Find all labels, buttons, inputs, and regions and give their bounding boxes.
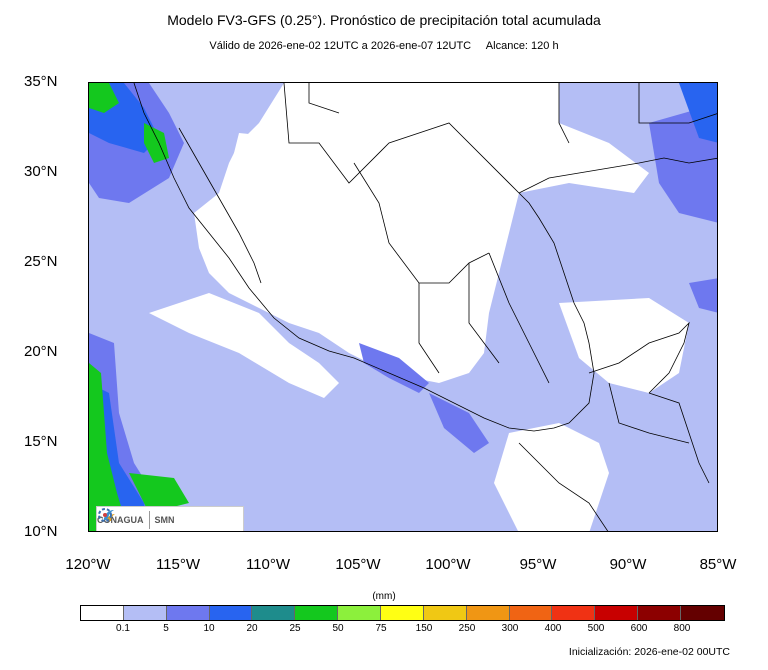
lon-label-95w: 95°W	[519, 556, 557, 573]
legend-tick-label: 500	[587, 623, 605, 634]
precip-band-10-20-gulf-east	[679, 83, 717, 143]
agency-logos: CONAGUA SMN	[96, 506, 244, 531]
legend-swatch	[466, 606, 510, 620]
precipitation-map: CONAGUA SMN	[88, 82, 718, 532]
precip-band-25-50-south	[129, 473, 189, 513]
legend-tick-label: 10	[203, 623, 215, 634]
lon-label-110w: 110°W	[245, 556, 291, 573]
coastlines-borders	[133, 83, 717, 531]
legend-tick-label: 600	[630, 623, 648, 634]
legend-swatch	[381, 606, 424, 620]
map-title: Modelo FV3-GFS (0.25°). Pronóstico de pr…	[167, 12, 601, 28]
lat-label-15n: 15°N	[24, 433, 58, 450]
legend-tick-label: 150	[415, 623, 433, 634]
legend-colorbar	[80, 605, 725, 621]
legend-swatch	[595, 606, 639, 620]
lon-label-105w: 105°W	[335, 556, 381, 573]
smn-logo: SMN	[98, 508, 175, 525]
precip-band-25-50-northwest	[89, 83, 119, 113]
lon-label-85w: 85°W	[699, 556, 737, 573]
smn-logo-text: SMN	[154, 514, 175, 525]
conagua-logo-text: CONAGUA	[97, 514, 144, 525]
dry-area-pacific	[149, 293, 339, 398]
legend-tick-label: 25	[289, 623, 301, 634]
legend-swatch	[209, 606, 253, 620]
lon-label-120w: 120°W	[65, 556, 111, 573]
legend-tick-label: 0.1	[116, 623, 130, 634]
precip-band-25-50-california	[144, 123, 169, 163]
logo-separator	[148, 510, 150, 529]
legend-tick-label: 800	[673, 623, 691, 634]
legend-swatch	[552, 606, 596, 620]
legend-swatch	[338, 606, 382, 620]
initialization-text: Inicialización: 2026-ene-02 00UTC	[568, 646, 730, 658]
legend-tick-label: 50	[332, 623, 344, 634]
legend-unit: (mm)	[372, 591, 396, 602]
lat-label-20n: 20°N	[24, 343, 58, 360]
legend-tick-label: 75	[375, 623, 387, 634]
legend-tick-label: 250	[458, 623, 476, 634]
precip-band-5-10-oaxaca	[429, 393, 489, 453]
legend-swatch	[681, 606, 724, 620]
lat-label-25n: 25°N	[24, 253, 58, 270]
dry-area-north	[194, 83, 649, 383]
legend-tick-label: 5	[163, 623, 169, 634]
legend-tick-label: 300	[501, 623, 519, 634]
legend-swatch	[166, 606, 210, 620]
legend-swatch	[423, 606, 467, 620]
dry-area-yucatan	[559, 298, 689, 393]
legend-swatch	[123, 606, 167, 620]
map-subtitle: Válido de 2026-ene-02 12UTC a 2026-ene-0…	[209, 40, 559, 52]
legend-swatch	[81, 606, 124, 620]
lat-label-10n: 10°N	[24, 523, 58, 540]
lat-label-35n: 35°N	[24, 73, 58, 90]
dry-area-southwest-us	[229, 133, 299, 198]
lon-label-115w: 115°W	[155, 556, 201, 573]
legend-swatch	[295, 606, 339, 620]
legend-swatch	[509, 606, 553, 620]
precip-band-25-50-west	[89, 363, 129, 531]
map-canvas	[89, 83, 717, 531]
lon-label-100w: 100°W	[425, 556, 471, 573]
legend-swatch	[638, 606, 682, 620]
dry-area-central-america	[494, 423, 609, 531]
lat-label-30n: 30°N	[24, 163, 58, 180]
legend-swatch	[252, 606, 296, 620]
legend-tick-label: 400	[544, 623, 562, 634]
smn-logo-icon	[98, 508, 112, 522]
precip-band-5-10-guerrero	[359, 343, 429, 393]
legend-tick-label: 20	[246, 623, 258, 634]
precip-band-5-10-east	[689, 278, 717, 313]
lon-label-90w: 90°W	[609, 556, 647, 573]
